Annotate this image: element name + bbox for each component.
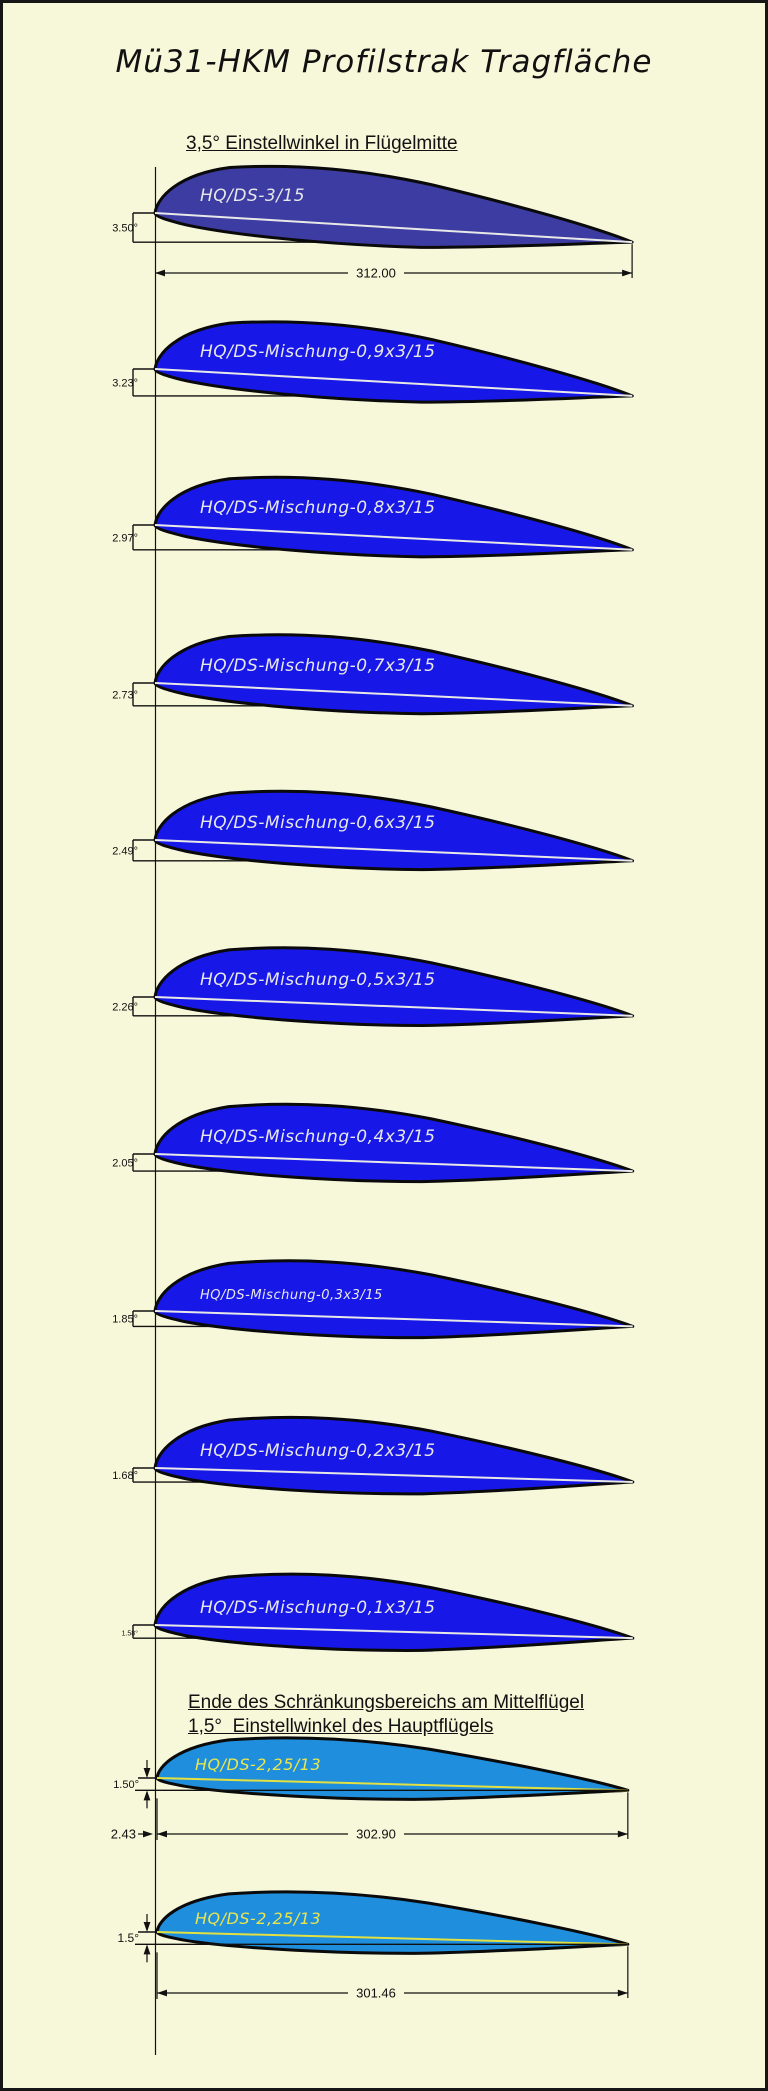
profile-section-7: HQ/DS-Mischung-0,3x3/15 1.85° <box>112 1259 635 1340</box>
profile-name-label: HQ/DS-Mischung-0,4x3/15 <box>200 1127 436 1147</box>
airfoil-shape <box>153 633 634 716</box>
angle-value-label: 2.73° <box>112 689 138 701</box>
angle-value-label: 2.26° <box>112 1001 138 1013</box>
le-offset-dimension-value: 2.43 <box>111 1827 136 1842</box>
profile-section-4: HQ/DS-Mischung-0,6x3/15 2.49° <box>112 789 635 872</box>
chord-line <box>154 839 633 862</box>
profile-name-label: HQ/DS-Mischung-0,5x3/15 <box>200 970 436 990</box>
profile-name-label: HQ/DS-2,25/13 <box>195 1755 321 1774</box>
airfoil-shape <box>153 475 634 559</box>
chord-line <box>154 682 633 707</box>
airfoil-group <box>153 1259 635 1340</box>
profile-name-label: HQ/DS-Mischung-0,3x3/15 <box>200 1288 383 1303</box>
drawing-title: Mü31-HKM Profilstrak Tragfläche <box>115 44 653 80</box>
airfoil-shape <box>153 320 634 404</box>
chord-line <box>154 368 633 397</box>
angle-value-label: 2.05° <box>112 1158 138 1170</box>
profile-section-1: HQ/DS-Mischung-0,9x3/15 3.23° <box>112 320 634 404</box>
angle-arrow-bottom <box>143 1944 151 1955</box>
chord-line <box>156 1931 628 1946</box>
profile-section-8: HQ/DS-Mischung-0,2x3/15 1.68° <box>112 1415 635 1496</box>
angle-arrow-bottom <box>143 1790 151 1801</box>
profile-name-label: HQ/DS-Mischung-0,7x3/15 <box>200 656 436 676</box>
airfoil-group <box>153 633 634 716</box>
airfoil-shape <box>153 164 634 249</box>
profile-section-10: HQ/DS-2,25/13 1.50° 302.90 2.43 <box>111 1736 630 1842</box>
chord-dimension-value: 302.90 <box>356 1827 396 1842</box>
offset-dim-arrow <box>143 1830 153 1838</box>
profile-section-0: HQ/DS-3/15 3.50° 312.00 <box>112 164 634 281</box>
chord-line <box>154 1467 633 1484</box>
angle-value-label: 3.50° <box>112 223 138 235</box>
chord-dimension-value: 312.00 <box>356 266 396 281</box>
chord-dimension-value: 301.46 <box>356 1986 396 2001</box>
chord-line <box>154 212 633 244</box>
note-schraenkungsbereich: Ende des Schränkungsbereichs am Mittelfl… <box>188 1692 585 1713</box>
profile-section-2: HQ/DS-Mischung-0,8x3/15 2.97° <box>112 475 634 559</box>
profile-name-label: HQ/DS-3/15 <box>200 186 305 206</box>
profile-section-9: HQ/DS-Mischung-0,1x3/15 1.58° <box>122 1572 635 1652</box>
airfoil-group <box>153 320 634 404</box>
angle-value-label: 3.23° <box>112 377 138 389</box>
chord-line <box>154 524 633 551</box>
angle-value-label: 1.50° <box>113 1779 139 1791</box>
angle-value-label: 1.85° <box>112 1314 138 1326</box>
angle-arrow-top <box>143 1922 151 1932</box>
chord-line <box>154 996 633 1017</box>
chord-line <box>154 1624 633 1640</box>
profile-name-label: HQ/DS-Mischung-0,2x3/15 <box>200 1441 436 1461</box>
airfoil-group <box>153 475 634 559</box>
profile-name-label: HQ/DS-2,25/13 <box>195 1909 321 1928</box>
airfoil-group <box>153 164 634 249</box>
angle-value-label: 1.68° <box>112 1470 138 1482</box>
chord-line <box>156 1777 628 1792</box>
airfoil-group <box>153 789 635 872</box>
angle-value-label: 1.5° <box>118 1931 140 1945</box>
profile-section-11: HQ/DS-2,25/13 1.5° 301.46 <box>118 1890 630 2001</box>
profile-name-label: HQ/DS-Mischung-0,8x3/15 <box>200 498 436 518</box>
airfoil-group <box>153 946 635 1028</box>
angle-value-label: 2.97° <box>112 532 138 544</box>
profile-name-label: HQ/DS-Mischung-0,9x3/15 <box>200 342 436 362</box>
angle-value-label: 1.58° <box>122 1630 139 1638</box>
note-hauptfluegel-winkel: 1,5° Einstellwinkel des Hauptflügels <box>188 1716 494 1737</box>
airfoil-group <box>153 1102 635 1184</box>
airfoil-group <box>153 1415 635 1496</box>
chord-line <box>154 1310 633 1328</box>
angle-value-label: 2.49° <box>112 845 138 857</box>
profile-name-label: HQ/DS-Mischung-0,1x3/15 <box>200 1598 436 1618</box>
subtitle-einstellwinkel: 3,5° Einstellwinkel in Flügelmitte <box>186 133 458 154</box>
profile-section-6: HQ/DS-Mischung-0,4x3/15 2.05° <box>112 1102 635 1184</box>
chord-line <box>154 1153 633 1173</box>
angle-arrow-top <box>143 1768 151 1778</box>
profile-section-3: HQ/DS-Mischung-0,7x3/15 2.73° <box>112 633 634 716</box>
profile-section-5: HQ/DS-Mischung-0,5x3/15 2.26° <box>112 946 635 1028</box>
airfoil-group <box>153 1572 635 1652</box>
profile-name-label: HQ/DS-Mischung-0,6x3/15 <box>200 813 436 833</box>
